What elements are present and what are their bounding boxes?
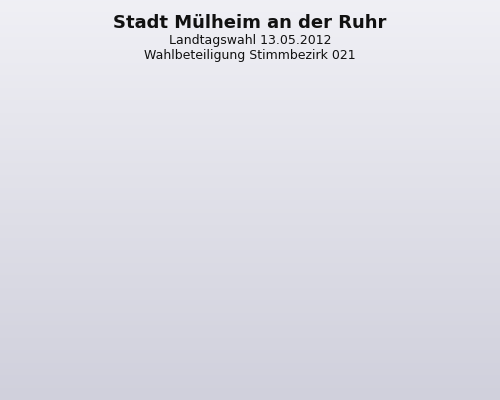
Ellipse shape <box>214 286 260 292</box>
Ellipse shape <box>214 134 260 141</box>
Bar <box>256 137 260 289</box>
Ellipse shape <box>109 286 156 292</box>
Text: Wahlbeteiligung Stimmbezirk 021: Wahlbeteiligung Stimmbezirk 021 <box>144 49 356 62</box>
Text: 39,75 %: 39,75 % <box>210 318 267 332</box>
Polygon shape <box>62 279 365 289</box>
Bar <box>109 154 156 289</box>
Bar <box>151 154 156 289</box>
Text: 35,30 %: 35,30 % <box>105 318 162 332</box>
Text: Stadt Mülheim an der Ruhr: Stadt Mülheim an der Ruhr <box>114 14 386 32</box>
Bar <box>214 137 260 289</box>
Bar <box>62 289 342 296</box>
Text: Landtagswahl 13.05.2012: Landtagswahl 13.05.2012 <box>169 34 331 47</box>
Legend: Landtagswahl 2012, Landtagswahl 2010: Landtagswahl 2012, Landtagswahl 2010 <box>280 140 444 186</box>
Ellipse shape <box>109 151 156 158</box>
